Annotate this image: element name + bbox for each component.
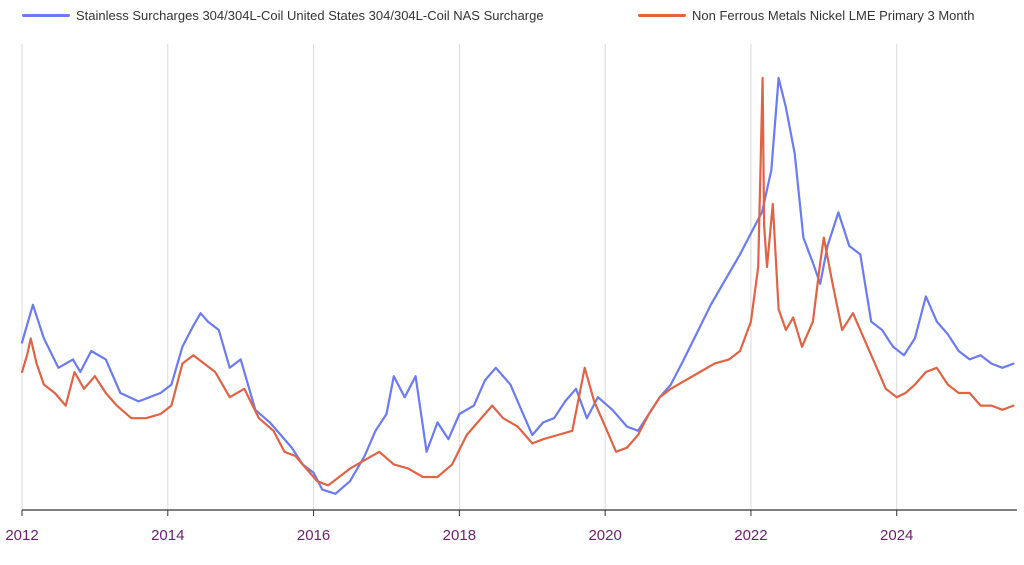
x-tick-label-2024: 2024 <box>880 527 913 544</box>
series-line-2 <box>20 76 1015 487</box>
x-tick-label-2012: 2012 <box>5 527 38 544</box>
x-tick-label-2014: 2014 <box>151 527 184 544</box>
x-axis-ticks: 2012 2014 2016 2018 2020 2022 2024 <box>5 510 913 544</box>
x-tick-label-2020: 2020 <box>588 527 621 544</box>
series-layer <box>20 76 1015 495</box>
legend-swatch-series-2 <box>638 14 686 17</box>
legend-item-series-1[interactable]: Stainless Surcharges 304/304L-Coil Unite… <box>22 8 544 23</box>
legend-label-series-2: Non Ferrous Metals Nickel LME Primary 3 … <box>692 8 975 23</box>
x-tick-label-2022: 2022 <box>734 527 767 544</box>
gridlines <box>21 44 898 510</box>
series-line-1 <box>20 76 1015 495</box>
legend-swatch-series-1 <box>22 14 70 17</box>
x-tick-label-2018: 2018 <box>443 527 476 544</box>
legend-label-series-1: Stainless Surcharges 304/304L-Coil Unite… <box>76 8 544 23</box>
x-tick-label-2016: 2016 <box>297 527 330 544</box>
legend: Stainless Surcharges 304/304L-Coil Unite… <box>0 8 1024 30</box>
legend-item-series-2[interactable]: Non Ferrous Metals Nickel LME Primary 3 … <box>638 8 974 23</box>
